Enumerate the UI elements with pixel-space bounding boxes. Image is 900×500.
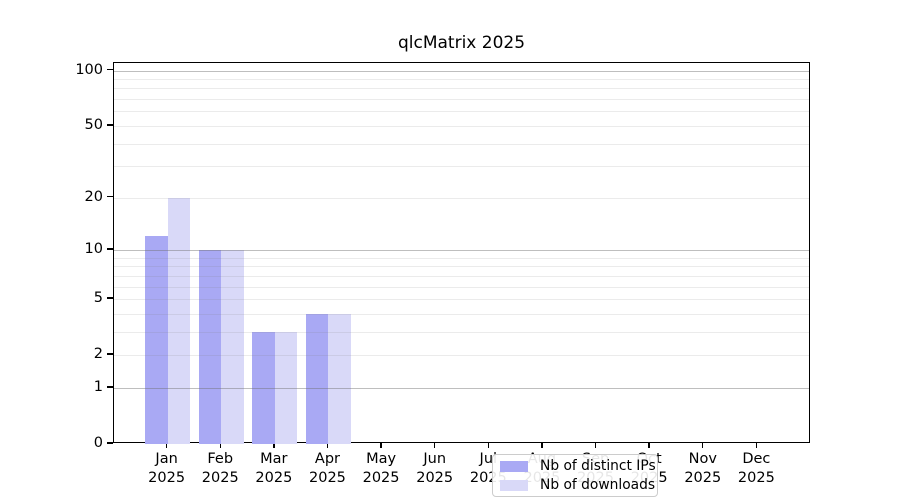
bar-jan-distinct-ips — [145, 236, 168, 444]
x-tick-month: Jan — [155, 451, 178, 467]
x-tick-month: Nov — [688, 451, 717, 467]
y-tick-label: 5 — [93, 290, 103, 307]
legend-item-distinct-ips: Nb of distinct IPs — [500, 457, 657, 474]
x-tick-label-apr: Apr 2025 — [292, 450, 362, 488]
x-tick-mark — [165, 443, 168, 448]
x-tick-year: 2025 — [309, 470, 346, 486]
x-tick-label-jan: Jan 2025 — [132, 450, 202, 488]
gridline-minor — [114, 125, 809, 127]
x-tick-mark — [755, 443, 758, 448]
y-tick-label: 10 — [84, 241, 103, 257]
y-tick-mark — [107, 442, 113, 444]
x-tick-year: 2025 — [148, 470, 186, 486]
y-tick-label: 100 — [75, 61, 103, 78]
gridline-minor — [114, 286, 809, 288]
x-tick-month: Apr — [314, 451, 340, 467]
x-tick-month: Feb — [207, 451, 234, 467]
gridline-minor — [114, 197, 809, 199]
y-tick-mark — [107, 248, 113, 250]
plot-area: Nb of distinct IPs Nb of downloads — [113, 62, 810, 497]
x-tick-label-feb: Feb 2025 — [185, 450, 255, 488]
y-tick-mark — [107, 195, 113, 198]
gridline-minor — [114, 79, 809, 81]
y-tick-mark — [107, 297, 113, 299]
x-tick-label-nov: Nov 2025 — [668, 450, 738, 488]
x-tick-mark — [219, 443, 221, 448]
chart-title: qlcMatrix 2025 — [397, 33, 526, 53]
gridline-major — [114, 387, 809, 389]
gridline-minor — [114, 166, 809, 168]
bar-apr-downloads — [328, 313, 351, 444]
y-tick-mark — [107, 353, 113, 355]
legend: Nb of distinct IPs Nb of downloads — [492, 454, 658, 497]
x-tick-mark — [648, 443, 650, 448]
gridline-major — [114, 250, 809, 251]
x-tick-year: 2025 — [255, 470, 293, 486]
gridline-minor — [114, 299, 809, 301]
legend-label-downloads: Nb of downloads — [540, 476, 656, 493]
legend-swatch-downloads-icon — [500, 479, 528, 491]
gridline-minor — [114, 331, 809, 333]
gridline-minor — [114, 266, 809, 268]
x-tick-year: 2025 — [416, 470, 454, 486]
x-tick-label-mar: Mar 2025 — [239, 450, 309, 488]
bar-mar-distinct-ips — [252, 331, 275, 444]
bar-apr-distinct-ips — [305, 313, 329, 444]
x-tick-mark — [380, 443, 382, 448]
y-tick-mark — [107, 124, 113, 126]
y-tick-label: 50 — [84, 116, 103, 133]
gridline-minor — [114, 111, 809, 113]
bar-feb-distinct-ips — [198, 250, 222, 444]
x-tick-month: Mar — [260, 451, 288, 467]
x-tick-label-jun: Jun 2025 — [400, 450, 470, 488]
x-tick-mark — [433, 443, 436, 448]
x-tick-mark — [594, 443, 597, 448]
x-tick-month: Dec — [742, 451, 771, 467]
gridline-minor — [114, 355, 809, 357]
gridline-minor — [114, 257, 809, 259]
x-tick-month: May — [366, 451, 397, 467]
bar-mar-downloads — [274, 331, 298, 444]
x-tick-mark — [487, 443, 489, 448]
x-tick-label-may: May 2025 — [346, 450, 416, 488]
gridline-major — [114, 70, 809, 72]
gridline-minor — [114, 88, 809, 90]
bar-feb-downloads — [221, 250, 244, 444]
legend-item-downloads: Nb of downloads — [500, 476, 657, 493]
gridline-minor — [114, 313, 809, 315]
x-tick-year: 2025 — [684, 470, 722, 486]
x-tick-year: 2025 — [737, 470, 775, 486]
legend-swatch-distinct-ips-icon — [500, 460, 528, 472]
x-tick-year: 2025 — [362, 470, 400, 486]
y-tick-label: 1 — [93, 378, 103, 395]
x-tick-mark — [702, 443, 704, 448]
x-tick-month: Jun — [423, 451, 447, 467]
gridline-minor — [114, 275, 809, 277]
gridline-minor — [114, 99, 809, 101]
y-tick-mark — [107, 68, 113, 71]
gridline-minor — [114, 143, 809, 145]
x-tick-mark — [273, 443, 275, 448]
y-tick-label: 0 — [93, 435, 103, 451]
x-tick-mark — [326, 443, 329, 448]
x-tick-year: 2025 — [201, 470, 239, 486]
legend-label-distinct-ips: Nb of distinct IPs — [540, 457, 656, 474]
y-tick-mark — [107, 386, 113, 388]
y-tick-label: 2 — [93, 346, 103, 363]
x-tick-mark — [541, 443, 543, 448]
bar-jan-downloads — [167, 197, 191, 444]
x-tick-label-dec: Dec 2025 — [721, 450, 791, 488]
y-tick-label: 20 — [84, 188, 103, 205]
